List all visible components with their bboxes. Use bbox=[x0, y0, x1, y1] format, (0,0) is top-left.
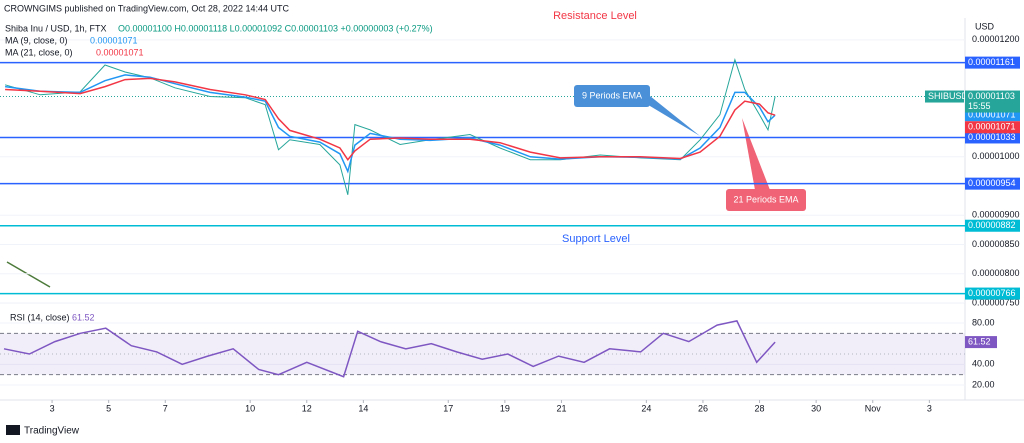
series-line bbox=[5, 77, 776, 161]
resistance-label: Resistance Level bbox=[553, 10, 637, 22]
x-tick-label: 7 bbox=[163, 403, 168, 413]
axis-label: USD bbox=[975, 21, 995, 31]
level-tag bbox=[965, 219, 1020, 232]
support-label: Support Level bbox=[562, 233, 630, 245]
ma-tag-label: 0.00001071 bbox=[968, 110, 1016, 120]
x-tick-label: 28 bbox=[755, 403, 765, 413]
trend-drawing bbox=[6, 261, 51, 288]
level-tag-label: 0.00000954 bbox=[968, 178, 1016, 188]
level-tag-label: 0.00001161 bbox=[968, 57, 1015, 67]
price-tag bbox=[965, 90, 1020, 113]
legend-ma21: MA (21, close, 0) bbox=[5, 47, 73, 57]
ma-tag bbox=[965, 121, 1020, 134]
legend-ma21-value: 0.00001071 bbox=[96, 47, 144, 57]
level-tag bbox=[965, 177, 1020, 190]
y-tick-label: 40.00 bbox=[972, 359, 995, 369]
level-tag-label: 0.00001033 bbox=[968, 132, 1016, 142]
x-tick-label: 17 bbox=[443, 403, 453, 413]
ohlc: O0.00001100 H0.00001118 L0.00001092 C0.0… bbox=[118, 23, 433, 33]
y-tick-label: 0.00001200 bbox=[972, 34, 1020, 44]
symbol-tag-label: SHIBUSD bbox=[928, 91, 969, 101]
y-tick-label: 0.00000850 bbox=[972, 239, 1020, 249]
y-tick-label: 0.00001000 bbox=[972, 151, 1020, 161]
callout-box bbox=[574, 85, 650, 107]
x-tick-label: 12 bbox=[302, 403, 312, 413]
series-line bbox=[4, 57, 776, 195]
callout-text: 9 Periods EMA bbox=[582, 90, 642, 100]
footer: TradingView bbox=[24, 426, 80, 437]
rsi-legend: RSI (14, close) bbox=[10, 312, 70, 322]
y-tick-label: 0.00000900 bbox=[972, 210, 1020, 220]
x-tick-label: 10 bbox=[245, 403, 255, 413]
publisher: CROWNGIMS published on TradingView.com, … bbox=[4, 3, 289, 13]
y-tick-label: 80.00 bbox=[972, 317, 995, 327]
rsi-legend-value: 61.52 bbox=[72, 312, 95, 322]
x-tick-label: 14 bbox=[358, 403, 368, 413]
countdown-label: 15:55 bbox=[968, 101, 991, 111]
x-tick-label: 24 bbox=[641, 403, 651, 413]
x-tick-label: 3 bbox=[927, 403, 932, 413]
y-tick-label: 0.00000800 bbox=[972, 268, 1020, 278]
symbol-tag bbox=[925, 90, 964, 103]
y-tick-label: 0.00000750 bbox=[972, 297, 1020, 307]
level-tag bbox=[965, 287, 1020, 300]
callout-arrow bbox=[742, 118, 770, 190]
x-tick-label: 3 bbox=[50, 403, 55, 413]
x-tick-label: 21 bbox=[556, 403, 566, 413]
x-tick-label: 19 bbox=[500, 403, 510, 413]
x-tick-label: 30 bbox=[811, 403, 821, 413]
series-line bbox=[3, 320, 776, 378]
rsi-tag bbox=[965, 336, 997, 349]
x-tick-label: 5 bbox=[106, 403, 111, 413]
callout-arrow bbox=[640, 92, 700, 136]
rsi-tag-label: 61.52 bbox=[968, 336, 991, 346]
symbol-title: Shiba Inu / USD, 1h, FTX bbox=[5, 23, 107, 33]
level-tag-label: 0.00000766 bbox=[968, 288, 1016, 298]
legend-ma9-value: 0.00001071 bbox=[90, 35, 138, 45]
x-tick-label: Nov bbox=[865, 403, 882, 413]
level-tag bbox=[965, 56, 1020, 69]
price-tag-label: 0.00001103 bbox=[968, 91, 1015, 101]
ma-tag-label: 0.00001071 bbox=[968, 122, 1016, 132]
level-tag bbox=[965, 131, 1020, 144]
level-tag-label: 0.00000882 bbox=[968, 220, 1016, 230]
x-tick-label: 26 bbox=[698, 403, 708, 413]
callout-text: 21 Periods EMA bbox=[733, 194, 798, 204]
legend-ma9: MA (9, close, 0) bbox=[5, 35, 68, 45]
callout-box bbox=[726, 189, 806, 211]
logo bbox=[6, 425, 20, 435]
y-tick-label: 20.00 bbox=[972, 379, 995, 389]
